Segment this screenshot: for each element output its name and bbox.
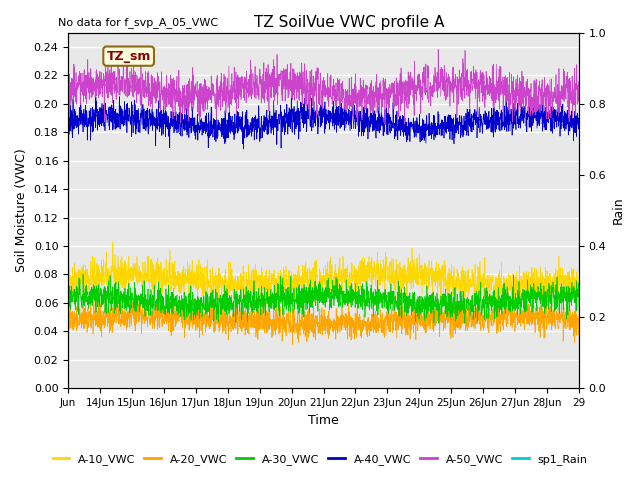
Y-axis label: Rain: Rain <box>612 197 625 224</box>
Text: TZ_sm: TZ_sm <box>106 49 151 62</box>
Legend: A-10_VWC, A-20_VWC, A-30_VWC, A-40_VWC, A-50_VWC, sp1_Rain: A-10_VWC, A-20_VWC, A-30_VWC, A-40_VWC, … <box>48 450 592 469</box>
X-axis label: Time: Time <box>308 414 339 427</box>
Title: TZ SoilVue VWC profile A: TZ SoilVue VWC profile A <box>254 15 444 30</box>
Text: No data for f_svp_A_05_VWC: No data for f_svp_A_05_VWC <box>58 17 218 28</box>
Y-axis label: Soil Moisture (VWC): Soil Moisture (VWC) <box>15 149 28 272</box>
